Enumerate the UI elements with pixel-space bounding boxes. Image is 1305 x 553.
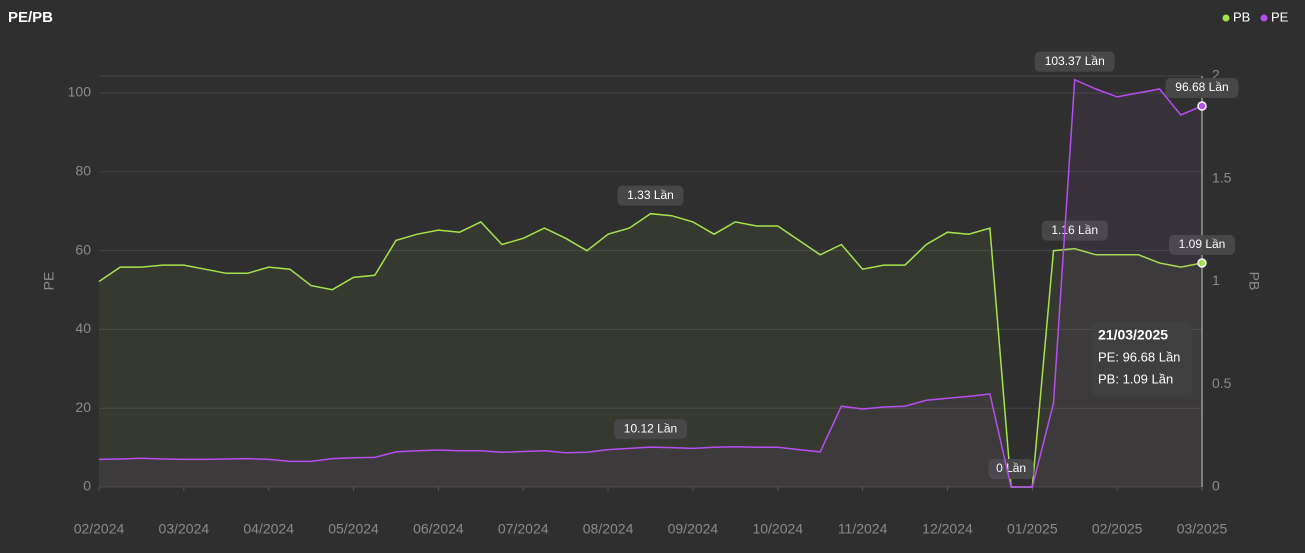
tooltip-title: 21/03/2025 bbox=[1098, 327, 1168, 343]
y-tick-label: 100 bbox=[68, 84, 92, 100]
legend-dot bbox=[1260, 14, 1268, 22]
value-label: 96.68 Lần bbox=[1165, 78, 1239, 99]
legend-label: PE bbox=[1271, 9, 1289, 24]
value-label-bg bbox=[1165, 78, 1239, 99]
x-tick-label: 12/2024 bbox=[922, 521, 973, 537]
area bbox=[99, 79, 1202, 487]
y-tick-label: 40 bbox=[75, 320, 91, 336]
x-tick-label: 08/2024 bbox=[583, 521, 634, 537]
value-label-bg bbox=[988, 459, 1034, 479]
y2-tick-label: 1.5 bbox=[1212, 169, 1232, 185]
x-tick-label: 07/2024 bbox=[498, 521, 549, 537]
y-axis-label: PE bbox=[41, 272, 57, 291]
value-label-bg bbox=[617, 185, 684, 206]
x-tick-label: 05/2024 bbox=[328, 521, 379, 537]
line bbox=[98, 78, 1203, 488]
value-label: 1.33 Lần bbox=[617, 185, 684, 206]
y-tick-label: 0 bbox=[83, 478, 91, 494]
y-tick-label: 20 bbox=[75, 399, 91, 415]
x-tick-label: 10/2024 bbox=[752, 521, 803, 537]
tooltip-line: PE: 96.68 Lần bbox=[1098, 349, 1180, 364]
value-label-text: 1.33 Lần bbox=[627, 188, 674, 202]
value-label-text: 103.37 Lần bbox=[1045, 54, 1105, 68]
value-label: 0 Lần bbox=[988, 459, 1034, 479]
value-label: 1.09 Lần bbox=[1169, 235, 1235, 256]
x-tick-label: 02/2025 bbox=[1092, 521, 1143, 537]
y2-axis-label: PB bbox=[1246, 272, 1262, 291]
x-tick-label: 04/2024 bbox=[243, 521, 294, 537]
y-tick-label: 60 bbox=[75, 241, 91, 257]
legend-dot bbox=[1222, 14, 1230, 22]
area bbox=[99, 213, 1202, 487]
x-tick-label: 11/2024 bbox=[838, 521, 888, 537]
x-tick-label: 06/2024 bbox=[413, 521, 464, 537]
end-point bbox=[1197, 258, 1207, 268]
x-tick-label: 02/2024 bbox=[74, 521, 125, 537]
value-label-bg bbox=[1041, 220, 1108, 241]
x-tick-label: 01/2025 bbox=[1007, 521, 1058, 537]
value-label-text: 0 Lần bbox=[996, 461, 1026, 475]
value-label-bg bbox=[614, 419, 687, 440]
x-tick-label: 03/2025 bbox=[1177, 521, 1228, 537]
end-point bbox=[1197, 101, 1207, 111]
value-label-bg bbox=[1034, 51, 1115, 72]
value-label-text: 1.09 Lần bbox=[1179, 237, 1226, 251]
tooltip-line: PB: 1.09 Lần bbox=[1098, 371, 1173, 386]
y2-tick-label: 1 bbox=[1212, 272, 1220, 288]
value-label: 103.37 Lần bbox=[1034, 51, 1115, 72]
value-label: 1.16 Lần bbox=[1041, 220, 1108, 241]
value-label-text: 10.12 Lần bbox=[624, 421, 677, 435]
x-tick-label: 09/2024 bbox=[668, 521, 719, 537]
y2-tick-label: 0.5 bbox=[1212, 375, 1232, 391]
chart-title: PE/PB bbox=[8, 9, 53, 26]
value-label-bg bbox=[1169, 235, 1235, 256]
value-label: 10.12 Lần bbox=[614, 419, 687, 440]
tooltip-bg bbox=[1092, 322, 1192, 396]
tooltip: 21/03/2025 PE: 96.68 Lần PB: 1.09 Lần bbox=[1092, 322, 1192, 396]
y-tick-label: 80 bbox=[75, 162, 91, 178]
legend-label: PB bbox=[1233, 9, 1250, 24]
value-label-text: 1.16 Lần bbox=[1051, 223, 1098, 237]
y2-tick-label: 2 bbox=[1212, 67, 1220, 83]
value-label-text: 96.68 Lần bbox=[1175, 80, 1228, 94]
y2-tick-label: 0 bbox=[1212, 478, 1220, 494]
x-tick-label: 03/2024 bbox=[159, 521, 210, 537]
